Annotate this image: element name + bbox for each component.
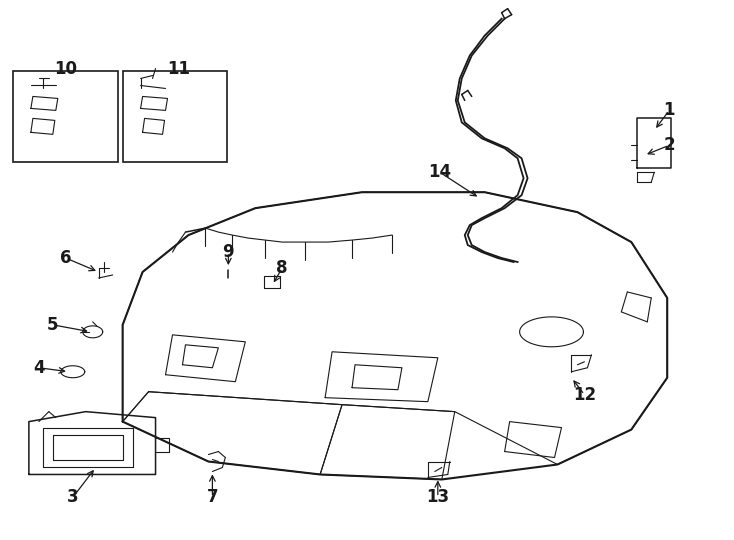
Text: 2: 2	[664, 136, 675, 154]
Text: 6: 6	[60, 249, 71, 267]
Text: 12: 12	[573, 386, 596, 404]
Text: 9: 9	[222, 243, 234, 261]
Text: 8: 8	[277, 259, 288, 277]
Text: 4: 4	[33, 359, 45, 377]
Text: 3: 3	[67, 488, 79, 507]
Text: 14: 14	[428, 163, 451, 181]
Bar	[123, 71, 228, 163]
Text: 7: 7	[206, 488, 218, 507]
Text: 11: 11	[167, 59, 190, 78]
Text: 5: 5	[47, 316, 59, 334]
Text: 10: 10	[54, 59, 77, 78]
Text: 1: 1	[664, 102, 675, 119]
Text: 13: 13	[426, 488, 449, 507]
Bar	[13, 71, 117, 163]
